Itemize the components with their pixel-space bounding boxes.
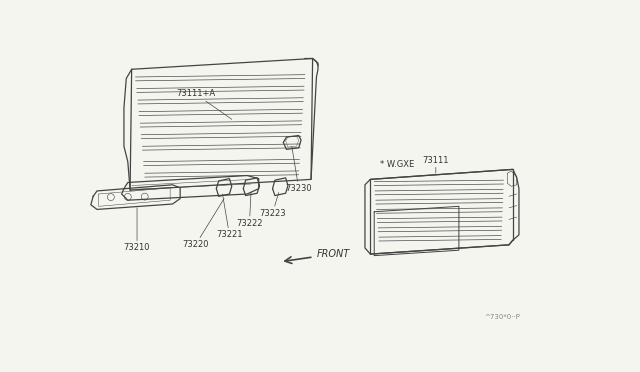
Text: 73210: 73210: [124, 208, 150, 253]
Text: 73221: 73221: [216, 194, 243, 239]
Text: 73223: 73223: [259, 192, 286, 218]
Text: 73222: 73222: [236, 192, 262, 228]
Text: 73111: 73111: [422, 155, 449, 173]
Text: ^730*0··P: ^730*0··P: [484, 314, 520, 320]
Text: FRONT: FRONT: [285, 249, 349, 263]
Text: 73230: 73230: [285, 146, 312, 193]
Text: 73220: 73220: [182, 199, 224, 249]
Text: * W.GXE: * W.GXE: [380, 160, 415, 169]
Text: 73111+A: 73111+A: [176, 89, 232, 119]
